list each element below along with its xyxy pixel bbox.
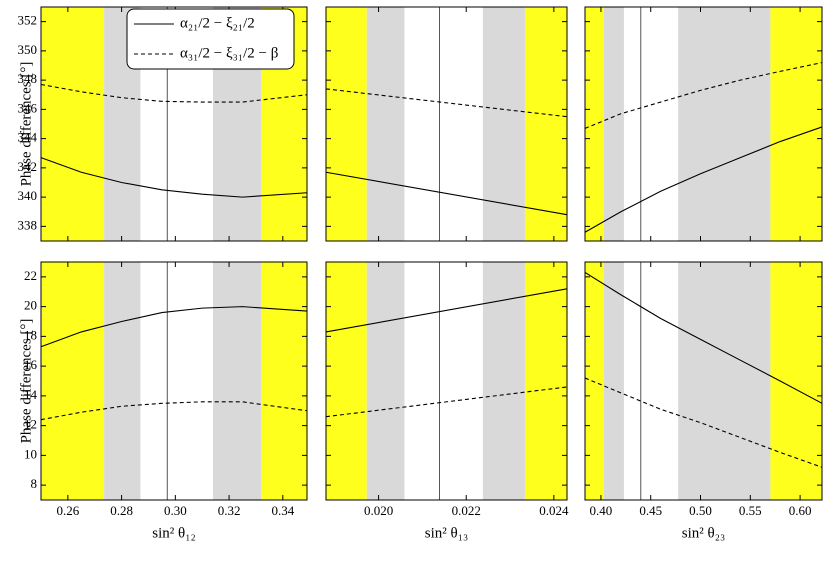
y-tick-label: 344 — [18, 130, 38, 145]
x-tick-label: 0.024 — [539, 503, 569, 518]
y-tick-label: 340 — [18, 188, 38, 203]
band — [524, 262, 567, 500]
series-line — [40, 401, 308, 421]
x-tick-label: 0.32 — [218, 503, 241, 518]
panel: 8 10 12 14 16 18 20 22 0.26 0.28 0.30 0.32 0.34 Phase… — [18, 261, 308, 541]
x-axis-label: sin² θ₁₂ — [152, 525, 195, 541]
series-line — [325, 288, 568, 333]
x-tick-label: 0.34 — [271, 503, 294, 518]
series-line — [584, 377, 823, 468]
series-line — [325, 386, 568, 418]
band — [366, 7, 405, 241]
y-tick-label: 20 — [24, 298, 37, 313]
x-tick-label: 0.30 — [164, 503, 187, 518]
band — [524, 7, 567, 241]
band — [678, 262, 771, 500]
y-tick-label: 352 — [18, 13, 38, 28]
plot-frame — [325, 261, 568, 501]
series-line — [40, 157, 308, 198]
x-axis-label: sin² θ₂₃ — [682, 525, 725, 541]
y-tick-label: 16 — [24, 357, 38, 372]
band — [603, 262, 624, 500]
y-tick-label: 22 — [24, 268, 37, 283]
y-axis-label: Phase differences [°] — [18, 319, 34, 444]
x-tick-label: 0.26 — [56, 503, 79, 518]
band — [678, 7, 771, 241]
x-tick-label: 0.55 — [739, 503, 762, 518]
y-tick-label: 10 — [24, 446, 37, 461]
x-tick-label: 0.022 — [452, 503, 481, 518]
series-line — [584, 62, 823, 129]
band — [104, 262, 141, 500]
band — [366, 262, 405, 500]
series-line — [325, 171, 568, 216]
plot-frame — [584, 261, 823, 501]
plot-frame — [40, 6, 308, 242]
series-line — [325, 88, 568, 118]
x-tick-label: 0.50 — [689, 503, 712, 518]
band — [585, 262, 604, 500]
band — [482, 262, 525, 500]
plot-frame — [584, 6, 823, 242]
legend-label: α₃₁/2 − ξ₃₁/2 − β — [180, 45, 278, 61]
x-tick-label: 0.28 — [110, 503, 133, 518]
band — [261, 262, 307, 500]
x-tick-label: 0.60 — [789, 503, 812, 518]
plot-frame — [325, 6, 568, 242]
band — [770, 7, 822, 241]
series-line — [584, 271, 823, 404]
y-tick-label: 338 — [18, 217, 38, 232]
series-line — [584, 126, 823, 233]
band — [326, 262, 367, 500]
x-tick-label: 0.45 — [639, 503, 662, 518]
x-tick-label: 0.020 — [364, 503, 393, 518]
panel: 0.020 0.022 0.024 sin² θ₁₃ — [325, 261, 569, 541]
y-axis-label: Phase differences [°] — [18, 62, 34, 187]
band — [41, 262, 105, 500]
x-axis-label: sin² θ₁₃ — [425, 525, 468, 541]
panel — [325, 6, 568, 242]
y-tick-label: 346 — [18, 100, 38, 115]
y-tick-label: 350 — [18, 42, 38, 57]
series-line — [40, 306, 308, 348]
panel: 338 340 342 344 346 348 350 352 Phase difference… — [18, 6, 308, 242]
y-tick-label: 342 — [18, 159, 38, 174]
y-tick-label: 14 — [24, 387, 38, 402]
band — [603, 7, 624, 241]
y-tick-label: 18 — [24, 327, 37, 342]
panel: 0.40 0.45 0.50 0.55 0.60 sin² θ₂₃ — [584, 261, 823, 541]
y-tick-label: 12 — [24, 417, 37, 432]
panel — [584, 6, 823, 242]
legend-label: α₂₁/2 − ξ₂₁/2 — [180, 15, 255, 31]
band — [326, 7, 367, 241]
band — [482, 7, 525, 241]
band — [41, 7, 105, 241]
y-tick-label: 8 — [31, 476, 38, 491]
plot-frame — [40, 261, 308, 501]
series-line — [40, 83, 308, 103]
y-tick-label: 348 — [18, 71, 38, 86]
band — [212, 262, 262, 500]
x-tick-label: 0.40 — [590, 503, 613, 518]
